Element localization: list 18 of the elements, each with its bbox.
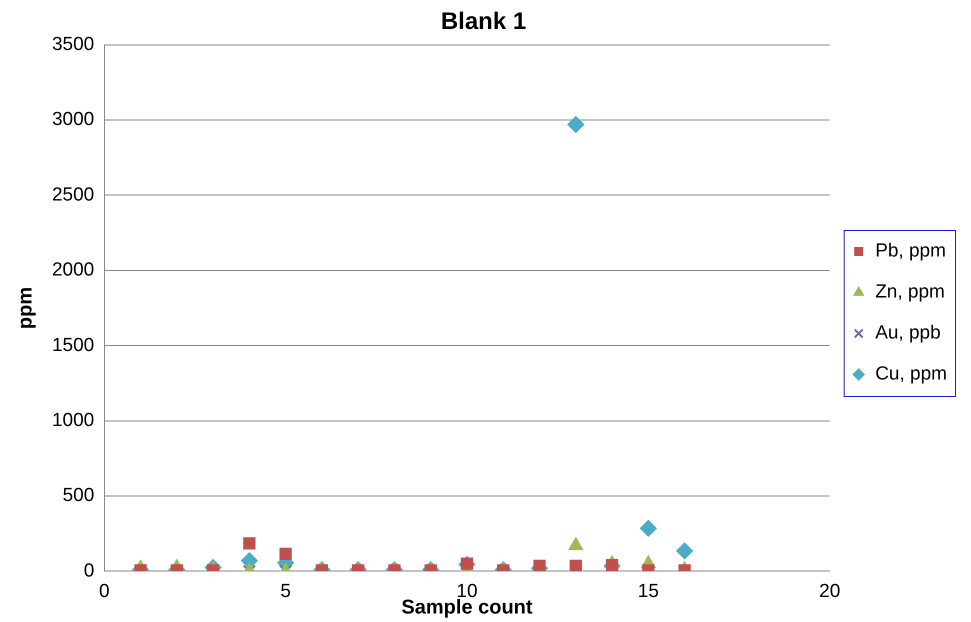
legend-label: Au, ppb — [875, 322, 941, 344]
y-tick-label: 2000 — [52, 260, 94, 281]
legend-label: Pb, ppm — [875, 240, 946, 262]
y-tick-label: 1500 — [52, 334, 94, 356]
y-tick-label: 3000 — [52, 109, 94, 130]
x-tick-label: 0 — [98, 580, 110, 602]
y-tick-label: 0 — [84, 560, 94, 582]
y-tick-label: 3500 — [52, 34, 94, 56]
y-tick-label: 500 — [62, 485, 94, 506]
legend-label: Cu, ppm — [875, 364, 948, 385]
y-axis-title: ppm — [14, 286, 37, 330]
chart-title: Blank 1 — [440, 8, 526, 36]
legend-label: Zn, ppm — [875, 282, 945, 303]
y-tick-label: 1000 — [52, 410, 94, 432]
x-tick-label: 15 — [638, 580, 659, 602]
x-tick-label: 5 — [280, 580, 291, 602]
x-tick-label: 20 — [819, 580, 840, 602]
y-tick-label: 2500 — [52, 184, 94, 206]
